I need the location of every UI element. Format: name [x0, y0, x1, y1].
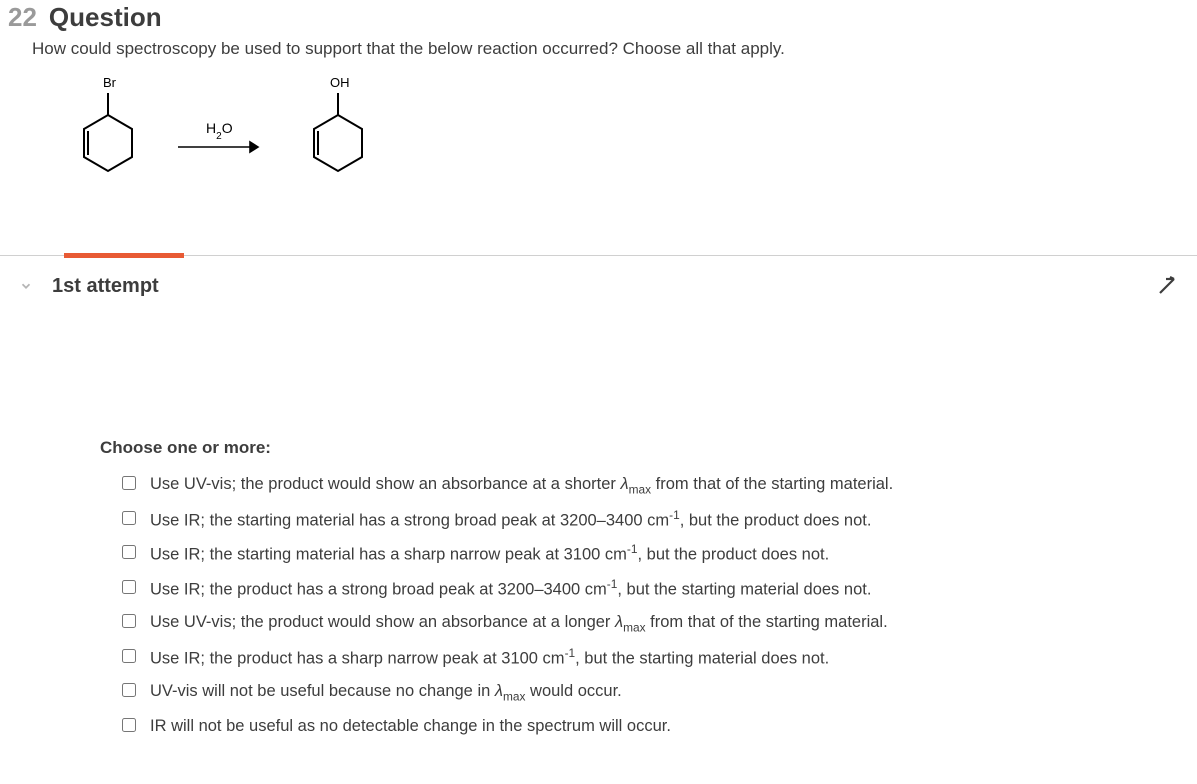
section-divider: 1st attempt: [0, 255, 1197, 298]
question-header: 22 Question How could spectroscopy be us…: [0, 0, 1197, 237]
reaction-diagram: Br H2O OH: [68, 75, 1189, 205]
option-text: Use IR; the starting material has a shar…: [150, 541, 829, 567]
reactant-label: Br: [103, 75, 117, 90]
question-title: Question: [49, 2, 162, 33]
option-row: Use UV-vis; the product would show an ab…: [122, 606, 1197, 641]
option-text: Use IR; the product has a strong broad p…: [150, 576, 871, 602]
option-checkbox[interactable]: [122, 511, 136, 525]
option-text: IR will not be useful as no detectable c…: [150, 714, 671, 739]
option-checkbox[interactable]: [122, 649, 136, 663]
product-label: OH: [330, 75, 350, 90]
option-text: Use UV-vis; the product would show an ab…: [150, 472, 893, 499]
collapse-arrow-icon[interactable]: [1155, 274, 1179, 298]
option-row: IR will not be useful as no detectable c…: [122, 710, 1197, 743]
question-header-row: 22 Question: [8, 2, 1189, 33]
option-text: Use IR; the starting material has a stro…: [150, 507, 871, 533]
attempt-row: 1st attempt: [0, 256, 1197, 298]
option-text: UV-vis will not be useful because no cha…: [150, 679, 622, 706]
option-checkbox[interactable]: [122, 718, 136, 732]
option-checkbox[interactable]: [122, 614, 136, 628]
option-checkbox[interactable]: [122, 683, 136, 697]
attempt-left: 1st attempt: [18, 275, 159, 298]
option-checkbox[interactable]: [122, 545, 136, 559]
option-row: Use IR; the starting material has a stro…: [122, 503, 1197, 537]
attempt-title: 1st attempt: [52, 275, 159, 298]
option-text: Use UV-vis; the product would show an ab…: [150, 610, 888, 637]
chevron-down-icon[interactable]: [18, 278, 34, 294]
option-row: Use IR; the starting material has a shar…: [122, 537, 1197, 571]
option-row: UV-vis will not be useful because no cha…: [122, 675, 1197, 710]
option-checkbox[interactable]: [122, 476, 136, 490]
option-row: Use IR; the product has a sharp narrow p…: [122, 641, 1197, 675]
option-text: Use IR; the product has a sharp narrow p…: [150, 645, 829, 671]
reagent-label: H2O: [206, 120, 233, 142]
choices-area: Choose one or more: Use UV-vis; the prod…: [100, 438, 1197, 743]
question-prompt: How could spectroscopy be used to suppor…: [32, 39, 1189, 59]
reaction-svg: Br H2O OH: [68, 75, 408, 205]
option-checkbox[interactable]: [122, 580, 136, 594]
options-list: Use UV-vis; the product would show an ab…: [122, 468, 1197, 743]
option-row: Use UV-vis; the product would show an ab…: [122, 468, 1197, 503]
progress-indicator: [64, 253, 184, 258]
question-number: 22: [8, 2, 37, 33]
choices-instruction: Choose one or more:: [100, 438, 1197, 458]
option-row: Use IR; the product has a strong broad p…: [122, 572, 1197, 606]
